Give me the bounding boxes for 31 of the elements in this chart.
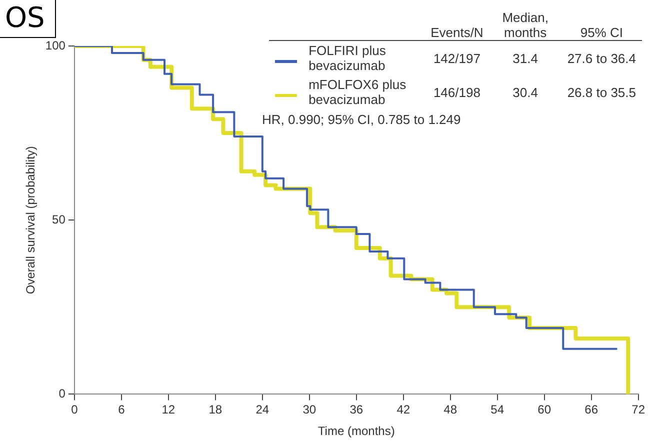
x-tick-label: 6 [118, 402, 126, 417]
text: OS [0, 0, 56, 38]
x-tick-label: 30 [302, 402, 316, 417]
annotation: 146/198 [432, 84, 482, 102]
annotation: HR, 0.990; 95% CI, 0.785 to 1.249 [262, 112, 461, 127]
annotation: 31.4 [512, 50, 539, 68]
x-tick-label: 60 [538, 402, 552, 417]
text: Median, months [489, 10, 562, 40]
x-tick-label: 66 [584, 402, 598, 417]
x-tick-label: 12 [162, 402, 176, 417]
x-tick-label: 54 [490, 402, 504, 417]
x-tick-label: 48 [444, 402, 458, 417]
x-axis-title: Time (months) [318, 424, 395, 438]
y-tick-label: 50 [52, 212, 66, 226]
legend-label: FOLFIRI plus bevacizumab [308, 42, 387, 75]
annotation: 142/197 [432, 50, 482, 68]
annotation: 30.4 [512, 84, 539, 102]
annotation: 27.6 to 36.4 [566, 50, 637, 68]
text: Events/N [424, 10, 490, 40]
legend-label: mFOLFOX6 plus bevacizumab [308, 76, 408, 109]
x-tick-label: 18 [208, 402, 222, 417]
x-tick-label: 72 [632, 402, 646, 417]
x-tick-label: 0 [71, 402, 78, 417]
x-tick-label: 42 [396, 402, 410, 417]
y-axis-title: Overall survival (probability) [24, 146, 38, 294]
text: 95% CI [561, 10, 642, 40]
x-tick-label: 36 [350, 402, 364, 417]
y-tick-label: 100 [45, 38, 66, 52]
annotation: 26.8 to 35.5 [566, 84, 637, 102]
y-tick-label: 0 [58, 386, 66, 401]
x-tick-label: 24 [256, 402, 270, 417]
